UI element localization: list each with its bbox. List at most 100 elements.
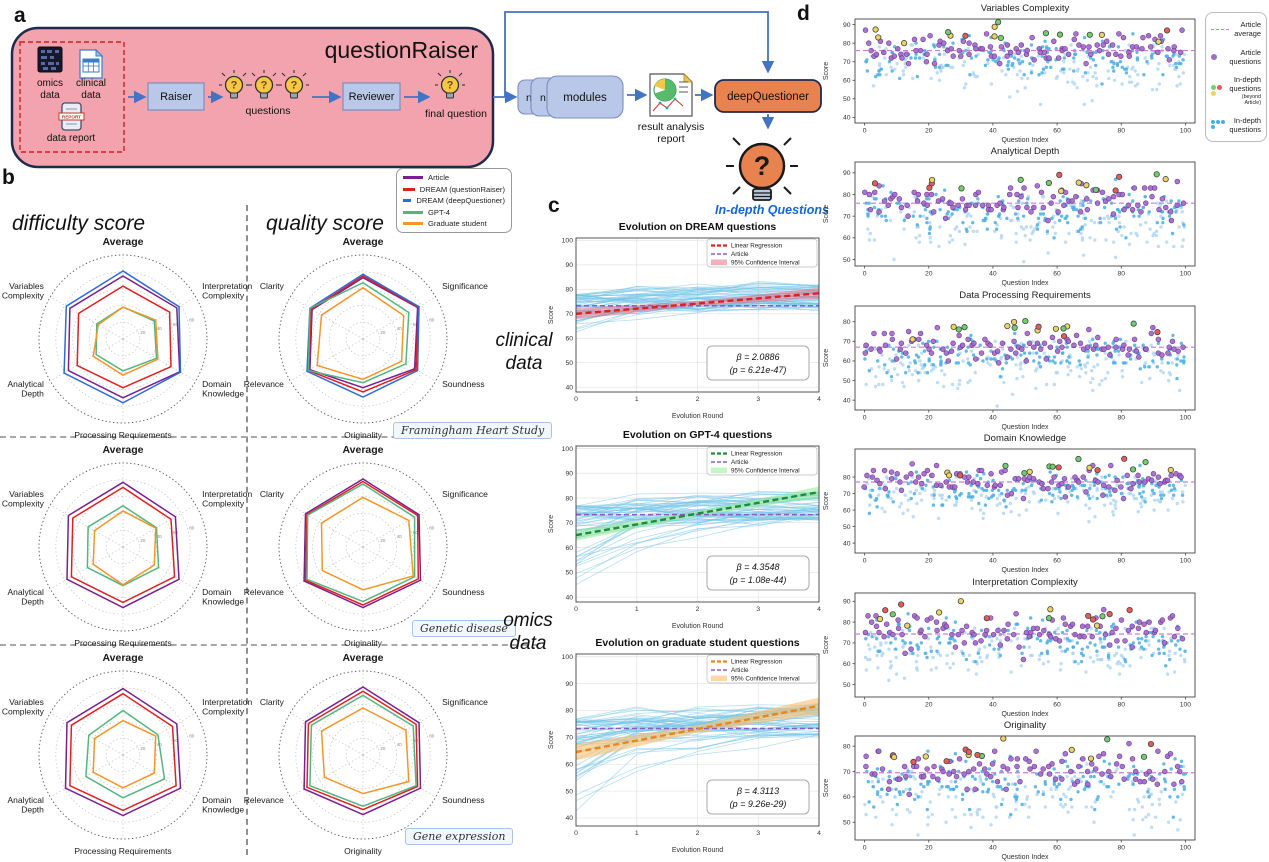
svg-text:60: 60 bbox=[565, 545, 573, 552]
svg-text:Score: Score bbox=[823, 205, 830, 223]
svg-text:Article: Article bbox=[731, 667, 749, 674]
scatter-2: 40 50 60 70 80 0 20 40 60 80 100 Data Processing Re… bbox=[823, 290, 1196, 431]
svg-text:Depth: Depth bbox=[21, 389, 44, 399]
svg-text:80: 80 bbox=[843, 474, 851, 481]
scatter-legend: Article average Article questions In-depth… bbox=[1205, 12, 1267, 143]
svg-text:50: 50 bbox=[843, 257, 851, 264]
svg-text:Knowledge: Knowledge bbox=[202, 805, 244, 815]
evolution-chart-1: 40 50 60 70 80 90 100 0 1 2 3 4 Evolution on GPT-4 q… bbox=[548, 429, 821, 630]
omics-label-line1: omics bbox=[37, 78, 63, 89]
svg-text:Originality: Originality bbox=[1004, 720, 1046, 731]
svg-text:80: 80 bbox=[429, 526, 435, 531]
svg-text:Evolution on DREAM questions: Evolution on DREAM questions bbox=[619, 221, 777, 233]
svg-text:40: 40 bbox=[989, 128, 997, 135]
clinical-label-line1: clinical bbox=[76, 78, 106, 89]
question-raiser-title: questionRaiser bbox=[325, 37, 479, 63]
svg-text:50: 50 bbox=[843, 820, 851, 827]
deep-questioner-label: deepQuestioner bbox=[727, 91, 809, 103]
svg-text:Variables Complexity: Variables Complexity bbox=[981, 3, 1070, 14]
radar-legend-item: GPT-4 bbox=[403, 208, 505, 217]
quality-score-title: quality score bbox=[266, 212, 384, 235]
svg-text:Average: Average bbox=[102, 236, 143, 248]
svg-text:20: 20 bbox=[925, 702, 933, 709]
svg-text:Score: Score bbox=[823, 636, 830, 654]
svg-text:Originality: Originality bbox=[344, 846, 383, 856]
svg-text:Analytical: Analytical bbox=[8, 379, 44, 389]
svg-text:Analytical: Analytical bbox=[8, 795, 44, 805]
svg-text:Complexity: Complexity bbox=[202, 291, 245, 301]
svg-text:2: 2 bbox=[696, 606, 700, 613]
legend-swatch bbox=[403, 210, 423, 214]
svg-text:60: 60 bbox=[843, 235, 851, 242]
svg-text:80: 80 bbox=[189, 318, 195, 323]
panel-label-b: b bbox=[2, 166, 15, 189]
svg-text:95% Confidence Interval: 95% Confidence Interval bbox=[731, 676, 800, 683]
svg-text:80: 80 bbox=[843, 743, 851, 750]
svg-text:Soundness: Soundness bbox=[442, 587, 485, 597]
svg-text:0: 0 bbox=[863, 415, 867, 422]
module-n1-label: n bbox=[526, 92, 532, 104]
svg-text:1: 1 bbox=[635, 606, 639, 613]
svg-text:40: 40 bbox=[843, 115, 851, 122]
svg-text:Linear Regression: Linear Regression bbox=[731, 243, 783, 250]
svg-text:Variables: Variables bbox=[9, 697, 44, 707]
radar-legend-item: DREAM (deepQuestioner) bbox=[403, 196, 505, 205]
svg-text:3: 3 bbox=[756, 830, 760, 837]
module-n2-label: n bbox=[540, 92, 546, 104]
svg-text:0: 0 bbox=[863, 271, 867, 278]
svg-text:50: 50 bbox=[843, 524, 851, 531]
legend-label: In-depth questions bbox=[1229, 115, 1261, 134]
questions-label: questions bbox=[246, 105, 291, 117]
raiser-node bbox=[147, 82, 205, 111]
svg-text:Question Index: Question Index bbox=[1001, 137, 1049, 144]
svg-text:3: 3 bbox=[756, 396, 760, 403]
svg-text:60: 60 bbox=[565, 761, 573, 768]
svg-text:Domain: Domain bbox=[202, 587, 232, 597]
svg-text:20: 20 bbox=[925, 271, 933, 278]
svg-text:100: 100 bbox=[1180, 702, 1192, 709]
legend-label: Article bbox=[428, 173, 450, 182]
dashed-line-icon bbox=[1211, 28, 1231, 30]
difficulty-score-title: difficulty score bbox=[12, 212, 146, 235]
svg-text:80: 80 bbox=[429, 734, 435, 739]
legend-swatch bbox=[403, 199, 412, 202]
svg-text:Knowledge: Knowledge bbox=[202, 597, 244, 607]
svg-text:Question Index: Question Index bbox=[1001, 567, 1049, 574]
svg-text:60: 60 bbox=[1053, 702, 1061, 709]
svg-text:4: 4 bbox=[817, 606, 821, 613]
legend-dot bbox=[1211, 91, 1216, 97]
svg-text:Significance: Significance bbox=[442, 281, 488, 291]
legend-swatch bbox=[403, 222, 423, 225]
svg-text:2: 2 bbox=[696, 830, 700, 837]
dataset-tag-framingham: Framingham Heart Study bbox=[393, 422, 553, 439]
svg-text:1: 1 bbox=[635, 396, 639, 403]
indepth-bulb-glyph: ? bbox=[754, 151, 771, 181]
legend-label: GPT-4 bbox=[428, 207, 450, 217]
legend-dot bbox=[1211, 85, 1216, 91]
input-group-box bbox=[19, 41, 125, 153]
svg-text:60: 60 bbox=[1053, 415, 1061, 422]
scatter-1: 50 60 70 80 90 0 20 40 60 80 100 Analytical Depth Qu… bbox=[823, 146, 1196, 287]
radar-5: 20 40 60 80 Average Significance Soundness Orig… bbox=[244, 652, 488, 856]
scatter-legend-item: In-depth questions bbox=[1211, 116, 1261, 135]
svg-text:20: 20 bbox=[380, 746, 386, 751]
legend-dot bbox=[1216, 120, 1220, 125]
svg-text:90: 90 bbox=[843, 22, 851, 29]
svg-text:Evolution on GPT-4 questions: Evolution on GPT-4 questions bbox=[623, 429, 772, 441]
svg-text:Processing Requirements: Processing Requirements bbox=[74, 430, 171, 440]
svg-text:Knowledge: Knowledge bbox=[202, 389, 244, 399]
svg-text:20: 20 bbox=[925, 128, 933, 135]
svg-text:Score: Score bbox=[548, 306, 555, 324]
result-report-label-line1: result analysis bbox=[638, 121, 705, 133]
svg-text:Domain Knowledge: Domain Knowledge bbox=[984, 433, 1066, 444]
radar-1: 20 40 60 80 Average Significance Soundness Orig… bbox=[244, 236, 488, 440]
svg-text:60: 60 bbox=[1053, 128, 1061, 135]
svg-text:50: 50 bbox=[843, 682, 851, 689]
scatter-4: 50 60 70 80 90 0 20 40 60 80 100 Interpretation Com… bbox=[823, 577, 1196, 718]
svg-text:60: 60 bbox=[413, 322, 419, 327]
dot-marker-icon bbox=[1211, 120, 1226, 130]
svg-text:Average: Average bbox=[342, 652, 383, 664]
svg-text:Variables: Variables bbox=[9, 281, 44, 291]
svg-text:Originality: Originality bbox=[344, 430, 383, 440]
